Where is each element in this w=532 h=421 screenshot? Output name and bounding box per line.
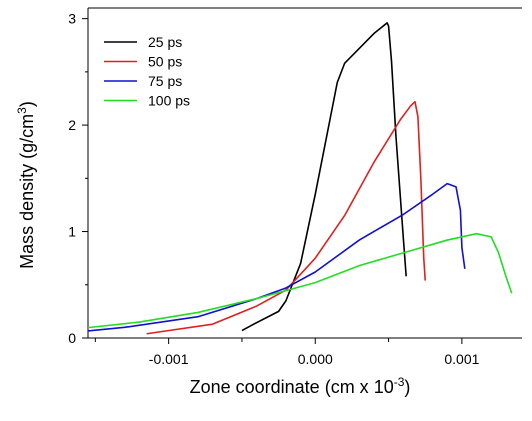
legend-label-2: 50 ps <box>148 54 182 70</box>
legend-label-3: 75 ps <box>148 73 182 89</box>
legend: 25 ps 50 ps 75 ps 100 ps <box>104 34 190 109</box>
y-axis-title-sup: 3 <box>15 107 29 114</box>
x-tick-label: -0.001 <box>149 351 189 367</box>
y-axis-title: Mass density (g/cm3) <box>15 101 37 269</box>
legend-label-4: 100 ps <box>148 93 190 109</box>
series-layer <box>88 22 513 335</box>
x-tick-label: 0.000 <box>298 351 333 367</box>
series-line-1 <box>241 22 407 332</box>
y-tick-label: 0 <box>68 330 76 346</box>
x-axis-title-end: ) <box>404 377 410 397</box>
series-line-3 <box>88 182 466 332</box>
x-axis-title: Zone coordinate (cm x 10-3) <box>190 375 411 397</box>
y-tick-label: 3 <box>68 11 76 27</box>
y-tick-label: 2 <box>68 117 76 133</box>
series-line-4 <box>88 232 513 329</box>
x-axis-title-text: Zone coordinate (cm x 10 <box>190 377 394 397</box>
y-tick-label: 1 <box>68 224 76 240</box>
legend-label-1: 25 ps <box>148 34 182 50</box>
series-line-2 <box>146 100 427 335</box>
plot-frame <box>87 7 522 339</box>
x-axis-ticks: -0.001 0.000 0.001 <box>94 338 480 367</box>
y-axis-title-end: ) <box>17 101 37 107</box>
x-tick-label: 0.001 <box>444 351 479 367</box>
y-axis-ticks: 0 1 2 3 <box>68 11 88 346</box>
x-axis-title-sup: -3 <box>394 375 405 389</box>
y-axis-title-text: Mass density (g/cm <box>17 114 37 269</box>
